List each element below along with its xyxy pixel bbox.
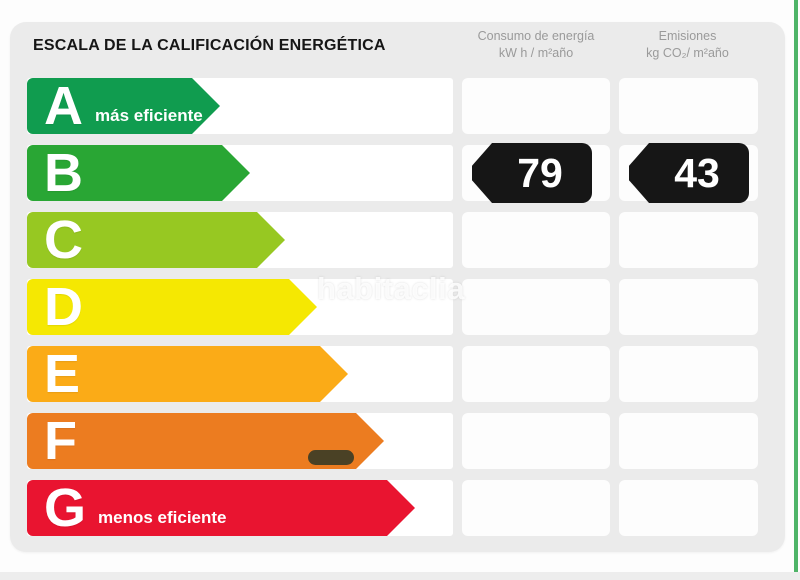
watermark: habitaclia [317,271,465,306]
rating-row-g: G menos eficiente [27,480,758,536]
consumo-cell-a [462,78,610,134]
rating-letter-f: F [44,410,77,471]
rating-letter-d: D [44,276,83,337]
rating-track-e: E [27,346,453,402]
rating-arrow-f: F [27,413,384,469]
consumo-value: 79 [517,149,563,196]
rating-track-d: D [27,279,453,335]
emisiones-cell-b: 43 [619,143,758,203]
rating-letter-c: C [44,209,83,270]
rating-track-f: F [27,413,453,469]
consumo-cell-b: 79 [462,143,610,203]
dark-mark-artifact [308,450,354,465]
emisiones-cell-g [619,480,758,536]
consumo-cell-f [462,413,610,469]
emisiones-cell-d [619,279,758,335]
page-title: ESCALA DE LA CALIFICACIÓN ENERGÉTICA [33,37,386,54]
rating-letter-b: B [44,142,83,203]
emisiones-cell-f [619,413,758,469]
consumo-cell-e [462,346,610,402]
rating-letter-e: E [44,343,81,404]
column-header-emisiones-line2: kg CO₂/ m²año [646,46,729,60]
certificate-panel: ESCALA DE LA CALIFICACIÓN ENERGÉTICA Con… [10,22,785,552]
rating-arrow-d: D [27,279,317,335]
rating-arrow-b: B [27,145,250,201]
consumo-cell-d [462,279,610,335]
rating-arrow-c: C [27,212,285,268]
rating-track-b: B [27,145,453,201]
consumo-cell-g [462,480,610,536]
rating-rows: A más eficiente B 79 [27,78,758,536]
rating-letter-a: A [44,75,83,136]
rating-track-g: G menos eficiente [27,480,453,536]
consumo-value-badge: 79 [472,143,592,203]
rating-row-f: F [27,413,758,469]
rating-note-g: menos eficiente [98,508,227,527]
column-header-emisiones: Emisiones kg CO₂/ m²año [618,28,757,62]
rating-row-a: A más eficiente [27,78,758,134]
emisiones-cell-e [619,346,758,402]
rating-note-a: más eficiente [95,106,203,125]
consumo-cell-c [462,212,610,268]
rating-arrow-e: E [27,346,348,402]
rating-track-c: C [27,212,453,268]
emisiones-value-badge: 43 [629,143,749,203]
right-green-border [794,0,798,580]
rating-row-b: B 79 43 [27,143,758,203]
column-header-consumo-line2: kW h / m²año [498,46,574,60]
column-header-emisiones-line1: Emisiones [658,29,717,43]
rating-arrow-a: A más eficiente [27,78,220,134]
emisiones-cell-a [619,78,758,134]
bottom-band [0,572,800,580]
rating-row-e: E [27,346,758,402]
rating-letter-g: G [44,477,87,538]
rating-arrow-g: G menos eficiente [27,480,415,536]
emisiones-value: 43 [674,149,720,196]
emisiones-cell-c [619,212,758,268]
rating-track-a: A más eficiente [27,78,453,134]
column-header-consumo: Consumo de energía kW h / m²año [462,28,610,62]
rating-row-c: C [27,212,758,268]
rating-row-d: D [27,279,758,335]
column-header-consumo-line1: Consumo de energía [477,29,595,43]
